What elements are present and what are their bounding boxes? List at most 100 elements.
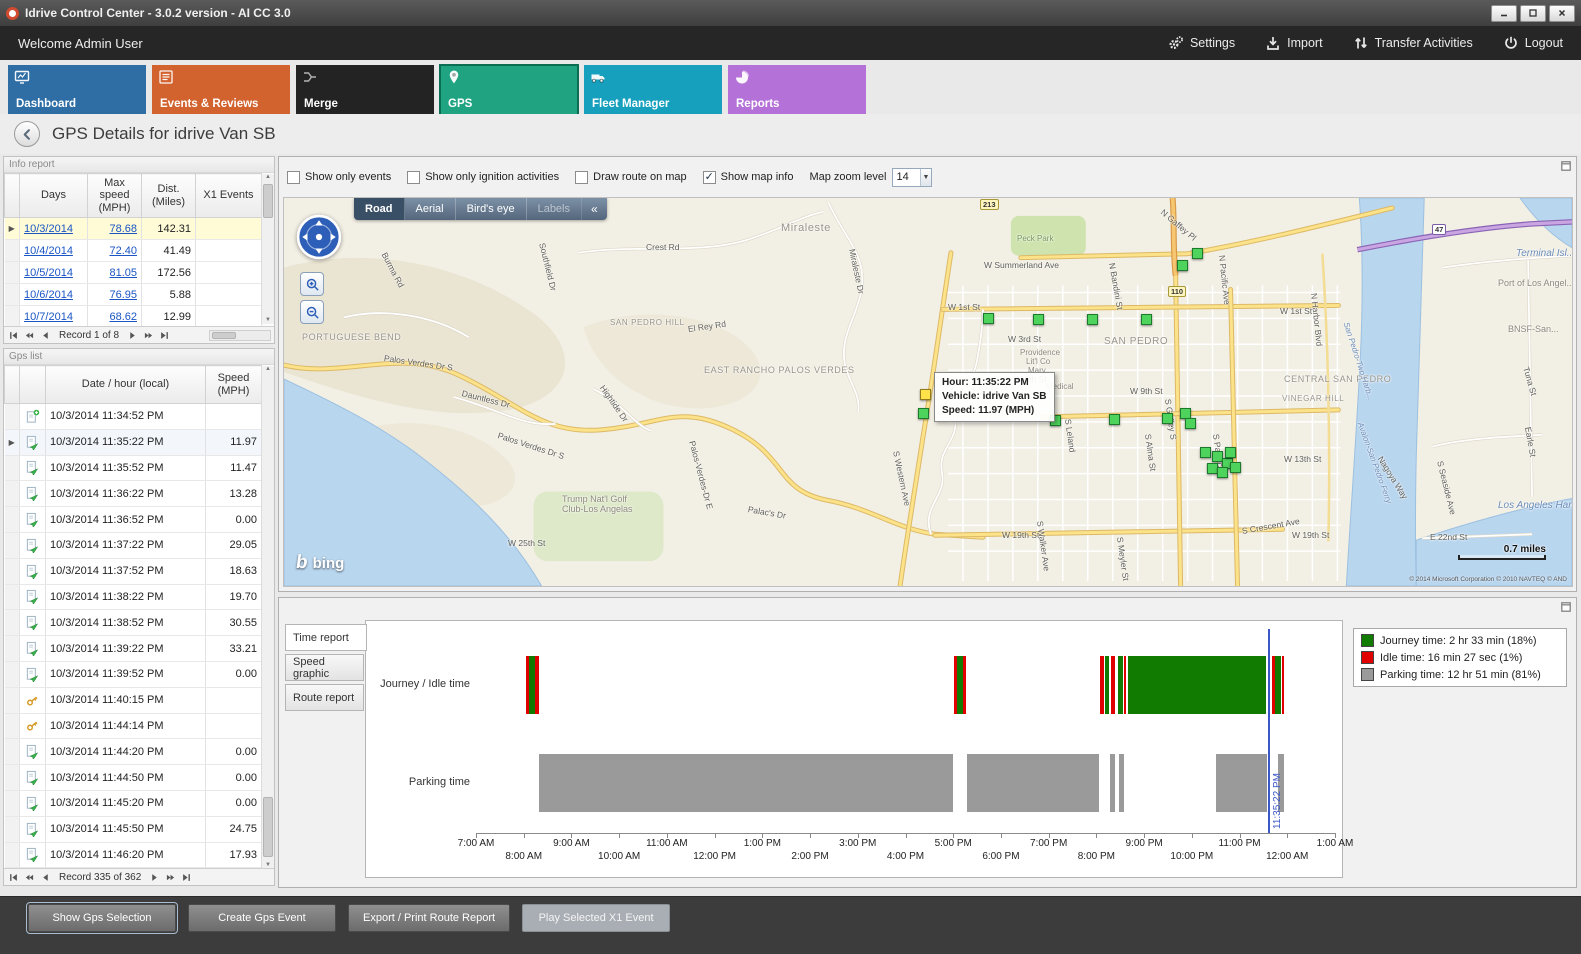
pager-next-page-button[interactable] [142,329,155,342]
table-row[interactable]: ▶10/3/2014 11:35:22 PM11.97 [5,429,262,455]
table-row[interactable]: 10/4/201472.4041.49 [5,240,262,262]
map-panel-collapse-icon[interactable] [1560,160,1572,172]
table-row[interactable]: 10/3/2014 11:38:22 PM19.70 [5,584,262,610]
table-row[interactable]: 10/3/2014 11:40:15 PM [5,687,262,713]
gps-marker[interactable] [918,408,929,419]
tile-dashboard[interactable]: Dashboard [8,65,146,115]
table-row[interactable]: 10/3/2014 11:36:52 PM0.00 [5,507,262,533]
table-row[interactable]: 10/3/2014 11:44:20 PM0.00 [5,739,262,765]
pager-next-button[interactable] [126,329,139,342]
map-style-collapse-button[interactable]: « [582,198,607,220]
table-row[interactable]: 10/3/2014 11:44:14 PM [5,713,262,739]
pager-last-button[interactable] [180,871,193,884]
maximize-button[interactable] [1520,5,1546,22]
table-row[interactable]: 10/3/2014 11:39:22 PM33.21 [5,636,262,662]
table-row[interactable]: 10/6/201476.955.88 [5,284,262,306]
export-print-route-report-button[interactable]: Export / Print Route Report [348,904,510,932]
gps-marker[interactable] [1217,467,1228,478]
table-row[interactable]: 10/3/2014 11:37:22 PM29.05 [5,532,262,558]
navbar-action-logout[interactable]: Logout [1503,35,1563,51]
map-style-aerial[interactable]: Aerial [405,198,456,220]
column-header-dist-miles[interactable]: Dist. (Miles) [142,174,196,218]
column-header-speed[interactable]: Speed (MPH) [206,366,262,404]
report-panel-collapse-icon[interactable] [1560,601,1572,613]
pager-next-page-button[interactable] [164,871,177,884]
map-style-labels[interactable]: Labels [527,198,582,220]
show-gps-selection-button[interactable]: Show Gps Selection [28,904,176,932]
day-link[interactable]: 10/5/2014 [24,267,73,279]
pager-last-button[interactable] [158,329,171,342]
gps-list-vscrollbar[interactable]: ▲▼ [261,366,274,869]
table-row[interactable]: 10/3/2014 11:35:52 PM11.47 [5,455,262,481]
gps-marker[interactable] [1087,314,1098,325]
gps-marker[interactable] [1141,314,1152,325]
pager-prev-page-button[interactable] [23,871,36,884]
table-row[interactable]: 10/3/2014 11:45:20 PM0.00 [5,790,262,816]
gps-marker[interactable] [983,313,994,324]
max-speed-link[interactable]: 68.62 [109,311,137,323]
day-link[interactable]: 10/4/2014 [24,245,73,257]
tab-time-report[interactable]: Time report [285,624,367,651]
gps-marker[interactable] [1185,418,1196,429]
max-speed-link[interactable]: 78.68 [109,223,137,235]
tile-merge[interactable]: Merge [296,65,434,115]
minimize-button[interactable] [1491,5,1517,22]
map[interactable]: MiralestePeck ParkW Summerland AveCrest … [283,197,1573,587]
table-row[interactable]: 10/3/2014 11:38:52 PM30.55 [5,610,262,636]
checkbox-show-map-info[interactable]: ✓Show map info [703,171,794,184]
checkbox-show-only-ignition-activities[interactable]: Show only ignition activities [407,171,559,184]
tile-fleet-manager[interactable]: Fleet Manager [584,65,722,115]
table-row[interactable]: 10/3/2014 11:44:50 PM0.00 [5,765,262,791]
table-row[interactable]: ▶10/3/201478.68142.31 [5,218,262,240]
info-report-vscrollbar[interactable]: ▲▼ [261,174,274,324]
table-row[interactable]: 10/3/2014 11:36:22 PM13.28 [5,481,262,507]
column-header-days[interactable]: Days [20,174,88,218]
pager-first-button[interactable] [7,329,20,342]
pager-prev-button[interactable] [39,329,52,342]
map-style-bird-s-eye[interactable]: Bird's eye [456,198,527,220]
column-header-date-hour[interactable]: Date / hour (local) [46,366,206,404]
tab-route-report[interactable]: Route report [285,684,364,711]
back-button[interactable] [14,121,40,147]
tab-speed-graphic[interactable]: Speed graphic [285,654,364,681]
table-row[interactable]: 10/7/201468.6212.99 [5,306,262,328]
gps-marker[interactable] [1200,447,1211,458]
table-row[interactable]: 10/3/2014 11:37:52 PM18.63 [5,558,262,584]
day-link[interactable]: 10/3/2014 [24,223,73,235]
map-zoom-select[interactable]: 14 ▼ [892,168,932,187]
map-compass-control[interactable] [296,214,342,260]
table-row[interactable]: 10/5/201481.05172.56 [5,262,262,284]
gps-marker[interactable] [1162,413,1173,424]
column-header-max-speed-mph[interactable]: Max speed (MPH) [88,174,142,218]
pager-prev-page-button[interactable] [23,329,36,342]
create-gps-event-button[interactable]: Create Gps Event [188,904,336,932]
gps-marker-selected[interactable] [920,389,931,400]
day-link[interactable]: 10/7/2014 [24,311,73,323]
zoom-in-button[interactable] [300,272,324,296]
navbar-action-settings[interactable]: Settings [1168,35,1235,51]
table-row[interactable]: 10/3/2014 11:39:52 PM0.00 [5,661,262,687]
close-button[interactable] [1549,5,1575,22]
pager-prev-button[interactable] [39,871,52,884]
max-speed-link[interactable]: 72.40 [109,245,137,257]
tile-events-reviews[interactable]: Events & Reviews [152,65,290,115]
table-row[interactable]: 10/3/2014 11:46:20 PM17.93 [5,842,262,868]
max-speed-link[interactable]: 76.95 [109,289,137,301]
navbar-action-import[interactable]: Import [1265,35,1322,51]
navbar-action-transfer-activities[interactable]: Transfer Activities [1353,35,1473,51]
day-link[interactable]: 10/6/2014 [24,289,73,301]
checkbox-show-only-events[interactable]: Show only events [287,171,391,184]
gps-marker[interactable] [1033,314,1044,325]
table-row[interactable]: 10/3/2014 11:45:50 PM24.75 [5,816,262,842]
max-speed-link[interactable]: 81.05 [109,267,137,279]
gps-marker[interactable] [1109,414,1120,425]
map-style-road[interactable]: Road [354,198,405,220]
checkbox-draw-route-on-map[interactable]: Draw route on map [575,171,687,184]
column-header-x1-events[interactable]: X1 Events [196,174,262,218]
pager-next-button[interactable] [148,871,161,884]
zoom-out-button[interactable] [300,300,324,324]
pager-first-button[interactable] [7,871,20,884]
gps-marker[interactable] [1192,248,1203,259]
table-row[interactable]: 10/3/2014 11:34:52 PM [5,404,262,430]
gps-marker[interactable] [1225,447,1236,458]
